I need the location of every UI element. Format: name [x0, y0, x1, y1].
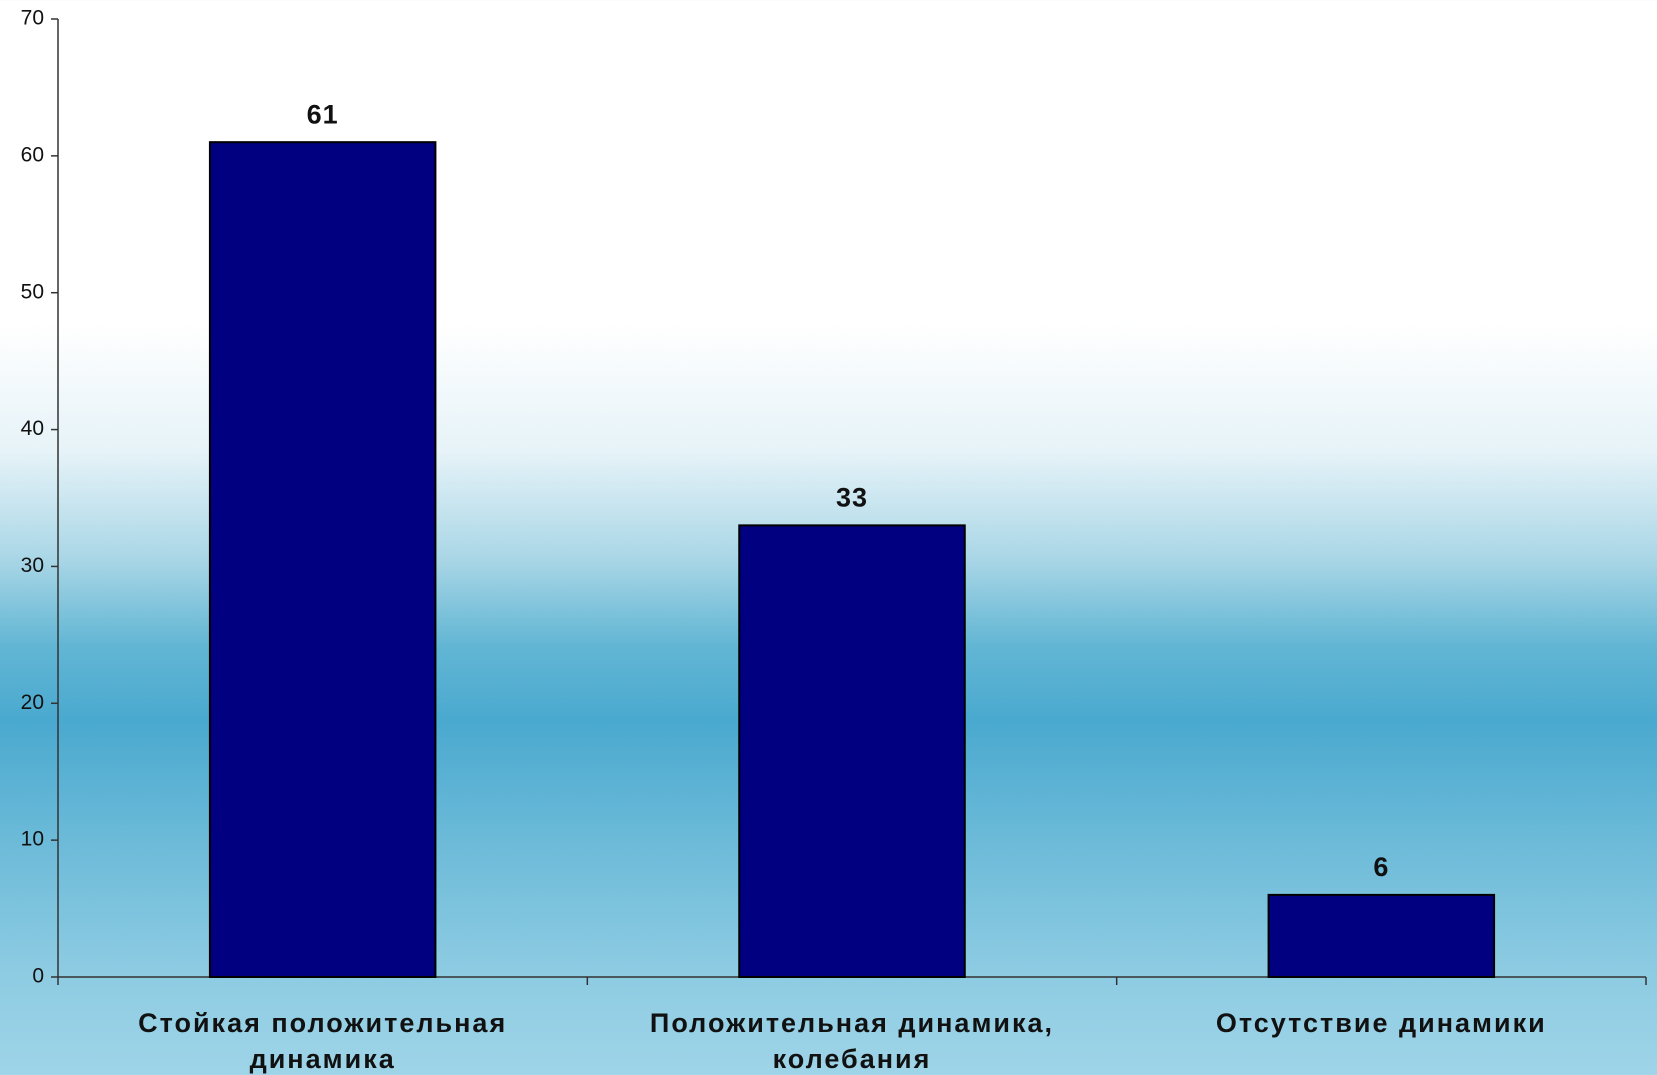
- bar: [208, 141, 437, 978]
- value-label: 61: [307, 99, 339, 129]
- y-tick-label: 50: [21, 280, 44, 303]
- y-tick-label: 70: [21, 7, 44, 30]
- x-tick-label: Стойкая положительная динамика: [138, 1008, 508, 1074]
- bar: [738, 524, 966, 978]
- x-tick-label: Положительная динамика, колебания: [649, 1008, 1055, 1074]
- y-tick-label: 20: [21, 691, 44, 714]
- y-tick-label: 60: [21, 143, 44, 166]
- x-tick-label: Отсутствие динамики: [1215, 1008, 1547, 1038]
- value-label: 33: [836, 482, 868, 512]
- y-tick-label: 40: [21, 417, 44, 440]
- y-tick-label: 0: [32, 965, 44, 988]
- bar: [1267, 893, 1496, 979]
- value-label: 6: [1373, 852, 1389, 882]
- y-tick-label: 10: [21, 828, 44, 851]
- y-tick-label: 30: [21, 554, 44, 577]
